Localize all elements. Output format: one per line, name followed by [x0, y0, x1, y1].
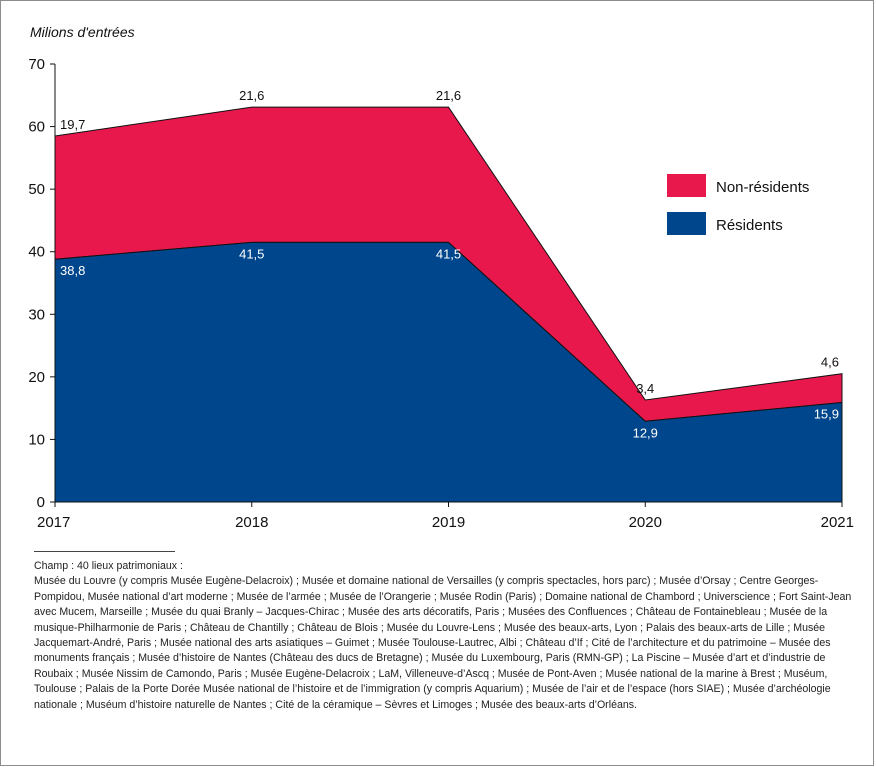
footnote-body: Musée du Louvre (y compris Musée Eugène-…: [34, 575, 852, 711]
data-label-residents: 38,8: [60, 263, 85, 278]
data-label-non-residents: 19,7: [60, 117, 85, 132]
stacked-area-chart: Milions d'entrées 0 10 20 30 40 50 60 70 2017 201…: [28, 24, 854, 531]
y-tick-label: 0: [37, 494, 45, 511]
legend-label-residents: Résidents: [716, 217, 783, 234]
data-label-residents: 41,5: [436, 246, 461, 261]
data-label-residents: 41,5: [239, 246, 264, 261]
areas-layer: [54, 106, 843, 503]
area-residents: [54, 241, 843, 503]
x-tick-label: 2017: [37, 514, 70, 531]
data-label-non-residents: 21,6: [436, 88, 461, 103]
data-label-non-residents: 4,6: [821, 355, 839, 370]
data-label-residents: 15,9: [814, 407, 839, 422]
y-tick-label: 60: [28, 119, 45, 136]
data-labels-layer: 19,7 21,6 21,6 3,4 4,6 38,8 41,5 41,5 12,9 15,9: [60, 88, 839, 440]
data-label-non-residents: 21,6: [239, 88, 264, 103]
legend-swatch-residents: [667, 212, 706, 235]
legend-swatch-non-residents: [667, 174, 706, 197]
y-tick-label: 40: [28, 244, 45, 261]
footnote-field: Champ : 40 lieux patrimoniaux :: [34, 560, 183, 572]
y-tick-label: 70: [28, 56, 45, 73]
x-tick-label: 2021: [821, 514, 854, 531]
y-tick-label: 50: [28, 181, 45, 198]
data-label-non-residents: 3,4: [636, 381, 654, 396]
data-label-residents: 12,9: [633, 425, 658, 440]
y-tick-label: 10: [28, 431, 45, 448]
footnote-rule: [34, 551, 175, 552]
axes-layer: 0 10 20 30 40 50 60 70 2017 2018 2019 2020 2021: [28, 56, 854, 531]
y-unit-label: Milions d'entrées: [30, 24, 135, 40]
footnote: Champ : 40 lieux patrimoniaux : Musée du…: [34, 559, 860, 713]
legend: Non-résidents Résidents: [667, 174, 809, 235]
legend-label-non-residents: Non-résidents: [716, 179, 809, 196]
x-tick-label: 2018: [235, 514, 268, 531]
y-tick-label: 30: [28, 306, 45, 323]
y-tick-label: 20: [28, 369, 45, 386]
x-tick-label: 2020: [629, 514, 662, 531]
x-tick-label: 2019: [432, 514, 465, 531]
